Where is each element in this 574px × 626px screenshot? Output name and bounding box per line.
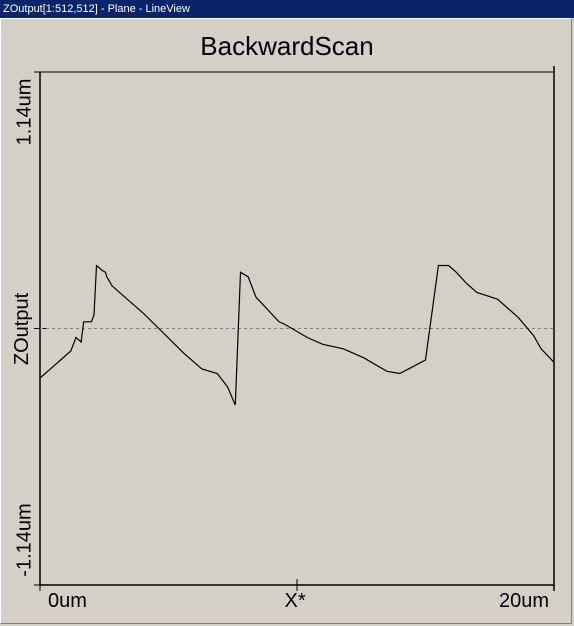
- window-frame: [0, 18, 572, 624]
- window-titlebar[interactable]: ZOutput[1:512,512] - Plane - LineView: [0, 0, 574, 18]
- y-tick-label-top: 1.14um: [12, 78, 35, 146]
- data-series-line: [39, 264, 555, 406]
- chart-title: BackwardScan: [200, 31, 374, 61]
- y-tick-label-bottom: -1.14um: [13, 503, 36, 577]
- x-axis-label: X*: [284, 590, 306, 612]
- y-axis-label: ZOutput: [11, 292, 34, 366]
- window-title: ZOutput[1:512,512] - Plane - LineView: [3, 3, 190, 15]
- x-tick-label-right: 20um: [499, 590, 550, 612]
- x-tick-label-left: 0um: [48, 590, 87, 612]
